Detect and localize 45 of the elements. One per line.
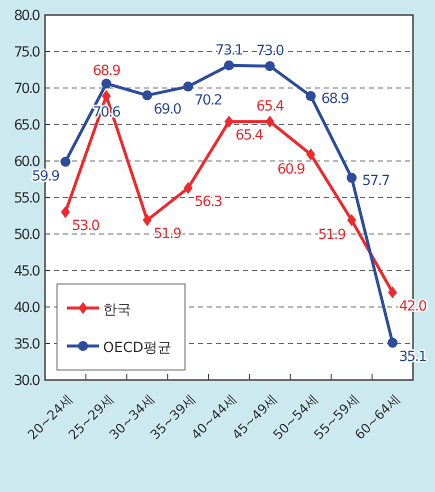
point [60, 206, 70, 218]
data-label: 65.4 [256, 98, 285, 115]
data-label: 68.9 [92, 63, 120, 80]
point [142, 90, 152, 100]
y-tick-label: 75.0 [14, 44, 40, 60]
point [224, 60, 234, 70]
point [346, 172, 357, 183]
y-tick-label: 45.0 [14, 264, 40, 280]
y-tick-label: 60.0 [14, 154, 40, 170]
point [388, 286, 398, 298]
y-tick-label: 80.0 [14, 8, 40, 24]
point [183, 82, 194, 92]
y-tick-label: 30.0 [14, 373, 40, 389]
data-label: 53.0 [72, 218, 100, 234]
y-tick-label: 35.0 [14, 336, 40, 352]
point [224, 116, 234, 128]
point [184, 182, 193, 194]
point [60, 156, 70, 167]
point [102, 90, 111, 102]
legend-label: OECD평균 [103, 340, 172, 356]
point [306, 148, 316, 160]
data-label: 68.9 [321, 91, 348, 108]
data-label: 56.3 [194, 194, 222, 210]
data-label: 60.9 [277, 161, 304, 178]
y-tick-label: 40.0 [14, 300, 40, 316]
y-tick-label: 50.0 [14, 227, 40, 243]
data-label: 70.2 [194, 92, 222, 109]
point [306, 91, 316, 102]
point [388, 338, 398, 348]
data-label: 51.9 [154, 226, 181, 242]
y-tick-label: 70.0 [14, 81, 40, 97]
data-label: 57.7 [362, 172, 390, 189]
data-label: 73.0 [256, 43, 284, 60]
point [101, 78, 112, 89]
point [265, 116, 274, 128]
data-label: 73.1 [215, 42, 243, 58]
data-label: 69.0 [154, 101, 181, 118]
point [264, 61, 275, 72]
data-label: 65.4 [235, 128, 264, 144]
point [347, 214, 356, 226]
y-tick-label: 65.0 [14, 118, 40, 134]
point [142, 214, 152, 226]
legend-label: 한국 [103, 302, 131, 318]
data-label: 51.9 [318, 227, 346, 244]
y-tick-label: 55.0 [14, 190, 40, 206]
